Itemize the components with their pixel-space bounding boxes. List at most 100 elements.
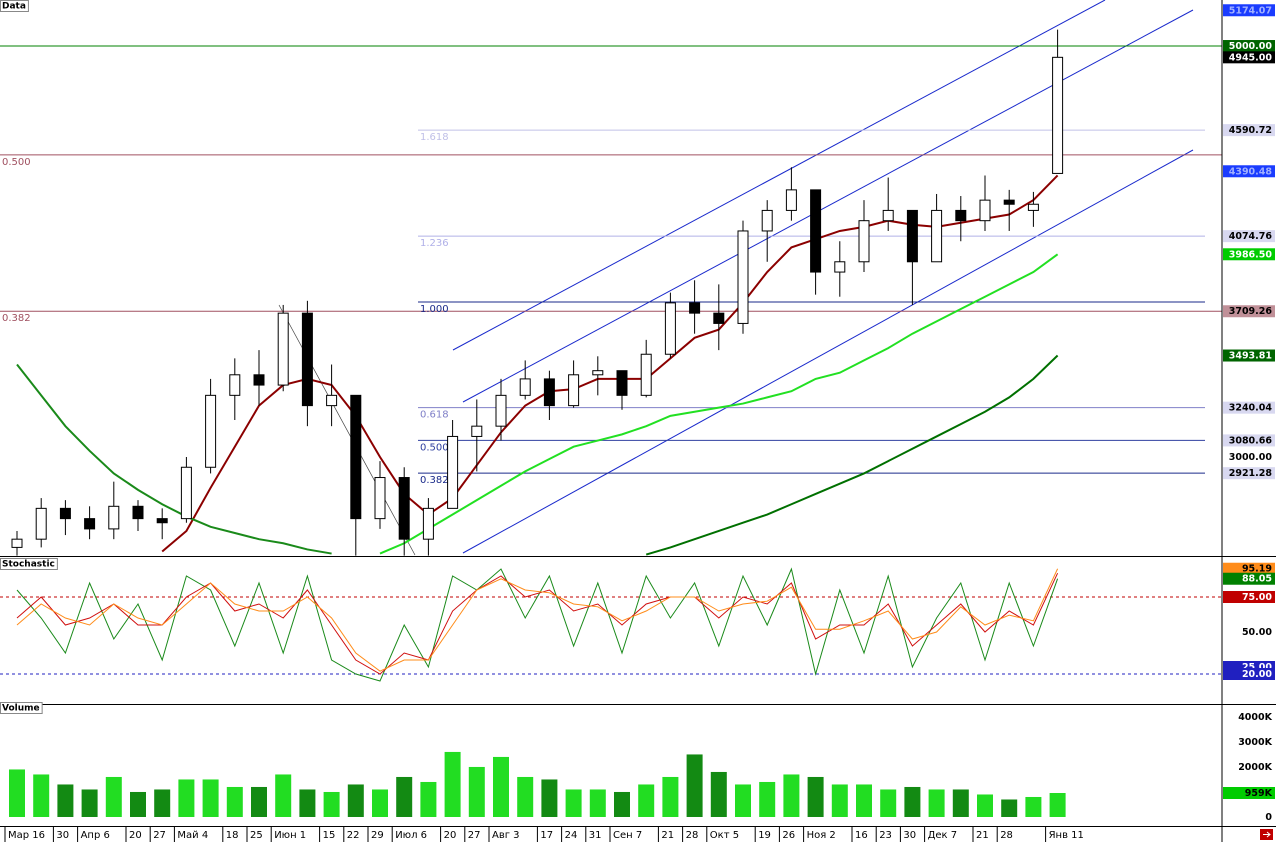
candle-body (858, 220, 870, 263)
volume-bar (759, 781, 776, 817)
panel-title: Volume (2, 704, 40, 714)
candle-body (713, 312, 725, 324)
volume-bar (1049, 793, 1066, 817)
axis-label: 3080.66 (1229, 435, 1273, 446)
volume-bar (130, 791, 146, 817)
candle-body (906, 209, 918, 263)
x-tick-label: 30 (903, 830, 916, 841)
axis-label: 4074.76 (1229, 231, 1273, 242)
level-label: 0.382 (420, 475, 449, 486)
candle-body (882, 209, 894, 222)
x-tick-label: 24 (565, 830, 578, 841)
fib-trend-line (278, 304, 416, 556)
candle-body (229, 374, 241, 396)
volume-bar (517, 776, 534, 817)
volume-bar (710, 771, 727, 817)
axis-label: 5000.00 (1229, 41, 1273, 52)
axis-label: 4945.00 (1229, 52, 1273, 63)
volume-bar (202, 779, 219, 817)
x-tick-label: 30 (56, 830, 69, 841)
axis-label-box (1223, 710, 1275, 723)
x-tick-label: Авг 3 (492, 830, 520, 841)
volume-bar (928, 789, 945, 817)
candle-body (108, 505, 120, 530)
candle-body (592, 370, 604, 376)
candle-body (277, 312, 289, 386)
volume-bar (565, 789, 582, 817)
axis-label: 3000.00 (1229, 452, 1273, 463)
axis-label-box (1223, 401, 1275, 414)
level-label: 0.382 (2, 313, 31, 324)
candle-body (568, 374, 580, 407)
indicator-line (379, 253, 1059, 555)
channel-line (452, 0, 1106, 351)
scroll-icon (1263, 831, 1271, 838)
panel-title: Data (2, 2, 26, 12)
candle-body (132, 505, 144, 520)
volume-bar (468, 766, 485, 817)
candle-body (180, 466, 192, 520)
candle-body (1052, 56, 1064, 174)
axis-label-box (1223, 467, 1275, 480)
axis-label: 75.00 (1242, 592, 1272, 603)
indicator-line (16, 572, 1059, 675)
axis-label-box (1223, 760, 1275, 773)
volume-bar (686, 754, 703, 817)
axis-label-box (1223, 562, 1275, 575)
candle-body (810, 189, 822, 273)
volume-bar (347, 784, 364, 817)
candle-body (955, 209, 967, 222)
channel-line (462, 149, 1194, 554)
axis-label-box (1223, 434, 1275, 447)
candle-body (1003, 199, 1015, 205)
axis-label: 3240.04 (1229, 403, 1273, 414)
axis-label: 25.00 (1242, 662, 1272, 673)
axis-label-box (1223, 668, 1275, 680)
candle-body (156, 518, 168, 524)
candle-body (253, 374, 265, 386)
candle-body (471, 425, 483, 437)
volume-bar (57, 784, 74, 817)
x-tick-label: 18 (226, 830, 239, 841)
candle-body (11, 538, 23, 548)
indicator-line (161, 174, 1059, 553)
volume-bar (904, 786, 921, 817)
panel-title-box (0, 558, 58, 570)
axis-label-box (1223, 787, 1275, 800)
x-tick-label: 17 (540, 830, 553, 841)
axis-label-box (1223, 51, 1275, 64)
volume-bar (783, 774, 800, 817)
x-tick-label: 25 (250, 830, 263, 841)
indicator-line (645, 354, 1059, 556)
axis-label-box (1223, 591, 1275, 603)
candle-body (398, 477, 410, 540)
axis-label: 3986.50 (1229, 249, 1273, 260)
channel-line (462, 9, 1194, 403)
volume-bar (1001, 799, 1018, 817)
volume-bar (662, 776, 679, 817)
volume-bar (589, 789, 606, 817)
candle-body (519, 378, 531, 396)
x-tick-label: 28 (1000, 830, 1013, 841)
axis-label: 50.00 (1242, 627, 1272, 638)
candle-body (350, 394, 362, 520)
volume-bar (493, 756, 509, 817)
x-tick-label: Янв 11 (1049, 830, 1084, 841)
volume-bar (372, 789, 388, 817)
volume-bar (1025, 796, 1042, 817)
x-tick-label: Июл 6 (395, 830, 427, 841)
axis-label-box (1223, 349, 1275, 362)
candle-body (422, 507, 434, 540)
x-tick-label: 29 (371, 830, 384, 841)
axis-label: 2921.28 (1229, 468, 1273, 479)
volume-bar (154, 789, 171, 817)
candle-body (640, 353, 652, 396)
axis-label: 4590.72 (1229, 125, 1272, 136)
volume-panel (9, 751, 1066, 817)
axis-label-box (1223, 4, 1275, 17)
x-tick-label: 21 (661, 830, 674, 841)
axis-label-box (1223, 165, 1275, 178)
axis-label-box (1223, 735, 1275, 748)
